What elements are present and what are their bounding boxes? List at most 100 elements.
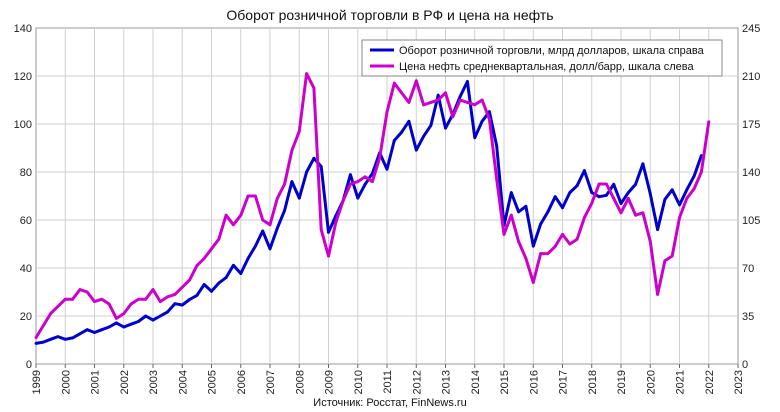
data-point-series-1 [246,194,250,198]
data-point-series-1 [93,300,96,303]
data-point-series-1 [648,240,652,244]
y-right-tick-label: 35 [742,311,754,323]
x-tick-label: 2013 [441,370,453,394]
legend-label-oil: Цена нефть среднеквартальная, долл/барр,… [399,61,694,73]
data-point-series-1 [583,216,586,220]
y-left-tick-label: 40 [20,263,32,275]
data-point-series-0 [466,80,469,83]
x-tick-label: 2008 [294,370,306,394]
data-point-series-0 [34,342,38,345]
data-point-series-1 [502,233,506,236]
data-point-series-0 [568,191,572,195]
data-point-series-1 [392,81,396,85]
data-point-series-0 [480,119,484,123]
data-point-series-1 [436,98,440,102]
data-point-series-1 [334,221,338,224]
x-tick-label: 2021 [675,370,687,394]
data-point-series-1 [356,180,360,184]
data-point-series-1 [239,213,243,217]
data-point-series-1 [144,297,148,301]
data-point-series-0 [407,119,411,123]
x-tick-label: 2007 [265,370,277,394]
data-point-series-0 [656,228,659,232]
data-point-series-0 [268,247,272,251]
data-point-series-0 [290,180,294,184]
data-point-series-1 [619,211,623,215]
data-point-series-1 [414,79,418,83]
data-point-series-0 [254,244,257,248]
y-left-tick-label: 60 [20,215,32,227]
x-tick-label: 2014 [470,370,482,394]
data-point-series-0 [663,198,667,201]
data-point-series-0 [166,310,170,314]
x-tick-label: 2018 [587,370,599,394]
data-point-series-1 [663,259,667,263]
x-tick-label: 1999 [31,370,43,394]
x-tick-label: 2010 [353,370,365,394]
x-tick-label: 2009 [324,370,336,394]
data-point-series-1 [575,237,579,241]
y-right-tick-label: 175 [742,119,760,131]
data-point-series-1 [180,285,184,289]
data-point-series-0 [371,172,374,175]
data-point-series-1 [466,101,469,104]
x-tick-label: 2015 [499,370,511,394]
data-point-series-0 [78,332,82,336]
data-point-series-0 [107,325,111,329]
data-point-series-0 [327,230,330,234]
data-point-series-1 [670,254,674,258]
data-point-series-0 [692,174,696,178]
data-point-series-1 [692,187,696,191]
x-tick-label: 2002 [119,370,131,394]
data-point-series-0 [392,139,396,142]
data-point-series-1 [539,252,542,256]
data-point-series-1 [371,180,374,184]
y-right-tick-label: 140 [742,167,760,179]
data-point-series-1 [115,317,118,320]
x-tick-label: 2020 [645,370,657,394]
data-point-series-0 [188,298,192,301]
data-point-series-1 [254,194,257,198]
data-point-series-0 [648,192,652,196]
data-point-series-0 [385,167,389,171]
data-point-series-1 [63,297,67,301]
data-point-series-1 [590,201,594,205]
data-point-series-0 [283,209,286,212]
data-point-series-0 [583,169,586,173]
data-point-series-1 [407,101,411,104]
y-right-tick-label: 245 [742,23,760,35]
data-point-series-0 [151,318,155,322]
data-point-series-1 [517,240,520,244]
data-point-series-1 [34,336,38,339]
data-point-series-1 [605,182,608,186]
data-point-series-1 [626,197,630,200]
x-tick-label: 2022 [704,370,716,394]
data-point-series-0 [429,124,433,127]
data-point-series-1 [553,245,557,248]
data-point-series-1 [480,98,484,102]
data-point-series-0 [444,126,447,130]
data-point-series-1 [195,264,199,267]
data-point-series-0 [173,302,177,306]
data-point-series-1 [283,182,286,186]
data-point-series-1 [312,86,316,90]
legend-label-retail: Оборот розничной торговли, млрд долларов… [399,45,705,57]
data-point-series-0 [685,188,689,192]
data-point-series-0 [115,321,118,325]
x-tick-label: 2011 [382,370,394,394]
data-point-series-1 [546,252,550,256]
y-left-tick-label: 140 [14,23,32,35]
data-point-series-1 [488,117,491,121]
data-point-series-1 [568,242,572,246]
data-point-series-1 [597,182,601,186]
data-point-series-1 [202,257,206,260]
data-point-series-1 [78,288,82,291]
data-point-series-0 [297,196,301,200]
data-point-series-0 [202,283,206,286]
data-point-series-0 [597,195,601,199]
data-point-series-1 [41,324,45,327]
source-note: Источник: Росстат, FinNews.ru [313,397,466,409]
data-point-series-0 [93,331,96,334]
